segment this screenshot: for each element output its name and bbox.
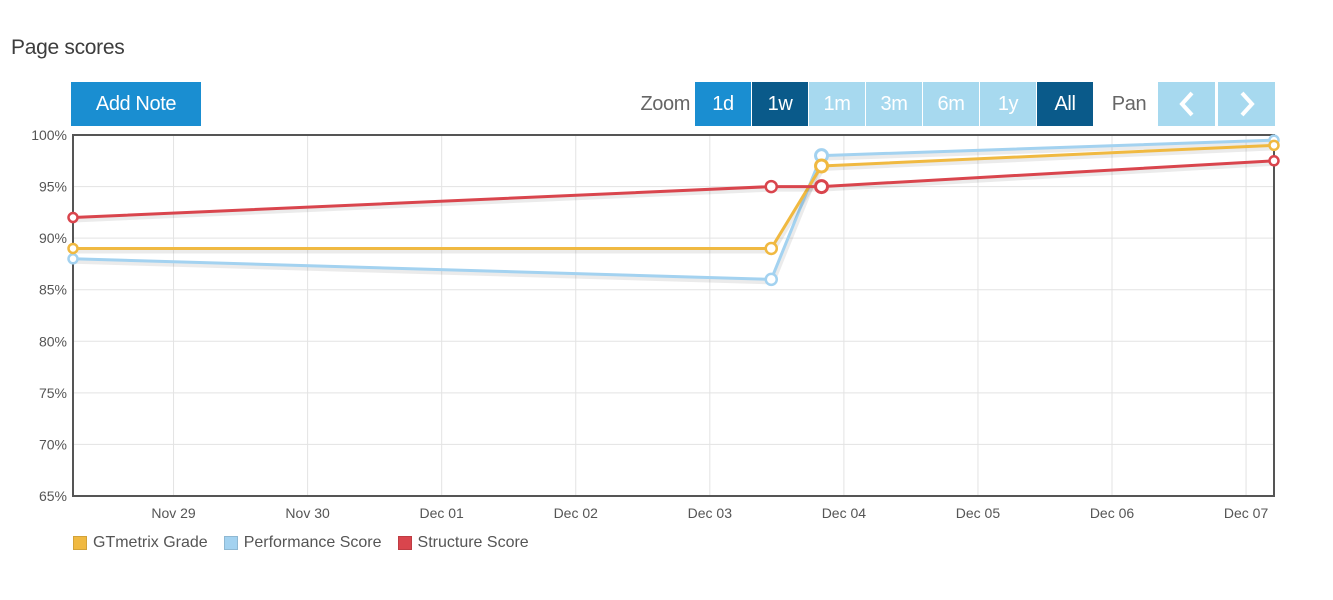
x-tick-label: Dec 05: [956, 505, 1001, 521]
plot-border: [72, 134, 1275, 497]
gtmetrix-grade-point: [67, 242, 79, 255]
structure-score-point: [67, 211, 79, 224]
x-tick-label: Dec 01: [419, 505, 464, 521]
legend-label: Performance Score: [243, 534, 382, 551]
x-tick-label: Dec 03: [688, 505, 733, 521]
zoom-1w-button[interactable]: 1w: [752, 82, 808, 126]
y-tick-label: 90%: [39, 230, 67, 246]
performance-score-point: [764, 272, 779, 287]
structure-score-point: [764, 179, 779, 194]
structure-score-line: [72, 159, 1275, 220]
legend-label: Structure Score: [417, 534, 529, 551]
legend-item-gtmetrix-grade[interactable]: GTmetrix Grade: [73, 534, 208, 552]
pan-label: Pan: [1111, 92, 1147, 115]
structure-score-point: [1268, 155, 1280, 167]
zoom-6m-button[interactable]: 6m: [923, 82, 979, 126]
y-tick-label: 80%: [39, 333, 67, 349]
performance-score-line: [72, 138, 1275, 281]
structure-score-point: [814, 179, 830, 195]
add-note-button[interactable]: Add Note: [71, 82, 201, 126]
legend-item-performance-score[interactable]: Performance Score: [223, 534, 382, 552]
pan-right-button[interactable]: [1218, 82, 1275, 126]
y-tick-label: 65%: [39, 488, 67, 504]
page-title: Page scores: [11, 36, 125, 59]
legend-swatch: [73, 536, 87, 550]
legend-swatch: [223, 536, 238, 550]
zoom-label: Zoom: [640, 92, 690, 115]
y-tick-label: 100%: [31, 127, 67, 143]
zoom-1d-button[interactable]: 1d: [695, 82, 751, 126]
y-tick-label: 85%: [39, 282, 67, 298]
zoom-1m-button[interactable]: 1m: [809, 82, 865, 126]
x-tick-label: Dec 06: [1090, 505, 1135, 521]
pan-left-button[interactable]: [1158, 82, 1215, 126]
zoom-3m-button[interactable]: 3m: [866, 82, 922, 126]
gtmetrix-grade-line: [73, 143, 1275, 250]
zoom-all-button[interactable]: All: [1037, 82, 1093, 126]
gtmetrix-grade-point: [1268, 139, 1280, 152]
performance-score-line-shadow: [73, 139, 1276, 285]
structure-score-line-shadow: [73, 159, 1276, 223]
legend-swatch: [397, 536, 412, 550]
y-tick-label: 75%: [39, 385, 67, 401]
legend-label: GTmetrix Grade: [93, 534, 208, 551]
zoom-button-group: 1d 1w 1m 3m 6m 1y All: [695, 82, 1093, 126]
x-tick-label: Dec 07: [1224, 505, 1269, 521]
legend-item-structure-score[interactable]: Structure Score: [397, 534, 529, 552]
pan-button-group: [1158, 82, 1275, 126]
performance-score-point: [67, 253, 79, 265]
y-tick-label: 70%: [39, 436, 67, 452]
x-tick-label: Dec 04: [822, 505, 867, 521]
gtmetrix-grade-point: [814, 158, 830, 174]
chevron-right-icon: [1240, 91, 1255, 117]
gtmetrix-grade-line-shadow: [74, 144, 1276, 254]
x-tick-label: Dec 02: [554, 505, 599, 521]
zoom-1y-button[interactable]: 1y: [980, 82, 1036, 126]
y-tick-label: 95%: [39, 179, 67, 195]
x-tick-label: Nov 30: [285, 505, 330, 521]
gtmetrix-grade-point: [764, 241, 779, 256]
x-tick-label: Nov 29: [151, 505, 196, 521]
chart-legend: GTmetrix Grade Performance Score Structure…: [73, 534, 529, 552]
chevron-left-icon: [1178, 91, 1193, 117]
